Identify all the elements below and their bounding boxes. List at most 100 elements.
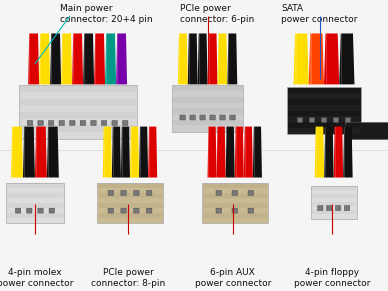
Polygon shape	[131, 127, 132, 178]
FancyBboxPatch shape	[220, 115, 225, 120]
FancyBboxPatch shape	[202, 183, 268, 223]
Text: 4-pin floppy
power connector: 4-pin floppy power connector	[294, 268, 370, 288]
Polygon shape	[254, 127, 255, 178]
Polygon shape	[188, 33, 198, 84]
Polygon shape	[189, 33, 190, 84]
FancyBboxPatch shape	[230, 115, 235, 120]
Polygon shape	[217, 33, 227, 84]
FancyBboxPatch shape	[309, 118, 315, 123]
FancyBboxPatch shape	[121, 190, 126, 196]
FancyBboxPatch shape	[147, 208, 152, 213]
Polygon shape	[179, 33, 180, 84]
Polygon shape	[235, 127, 244, 178]
Polygon shape	[36, 127, 37, 178]
FancyBboxPatch shape	[97, 183, 163, 223]
FancyBboxPatch shape	[297, 118, 303, 123]
Polygon shape	[198, 33, 208, 84]
Polygon shape	[139, 127, 148, 178]
Polygon shape	[121, 127, 130, 178]
Polygon shape	[35, 127, 47, 178]
FancyBboxPatch shape	[335, 205, 341, 211]
Polygon shape	[208, 127, 217, 178]
Polygon shape	[315, 127, 324, 178]
Polygon shape	[122, 127, 123, 178]
FancyBboxPatch shape	[133, 208, 139, 213]
FancyBboxPatch shape	[317, 205, 323, 211]
Polygon shape	[199, 33, 200, 84]
Polygon shape	[29, 33, 30, 84]
Polygon shape	[316, 127, 317, 178]
FancyBboxPatch shape	[147, 190, 152, 196]
FancyBboxPatch shape	[190, 115, 195, 120]
Polygon shape	[253, 127, 262, 178]
FancyBboxPatch shape	[121, 208, 126, 213]
Polygon shape	[334, 127, 343, 178]
Polygon shape	[208, 33, 217, 84]
Polygon shape	[11, 127, 23, 178]
FancyBboxPatch shape	[327, 205, 332, 211]
Polygon shape	[334, 127, 336, 178]
FancyBboxPatch shape	[80, 120, 86, 125]
FancyBboxPatch shape	[287, 87, 361, 134]
Polygon shape	[140, 127, 141, 178]
Polygon shape	[295, 33, 296, 84]
FancyBboxPatch shape	[112, 120, 117, 125]
Polygon shape	[310, 33, 312, 84]
FancyBboxPatch shape	[133, 190, 139, 196]
FancyBboxPatch shape	[38, 208, 43, 213]
Polygon shape	[149, 127, 150, 178]
Polygon shape	[83, 33, 94, 84]
FancyBboxPatch shape	[16, 208, 21, 213]
Polygon shape	[344, 127, 345, 178]
Polygon shape	[309, 33, 324, 84]
Polygon shape	[28, 33, 39, 84]
Text: PCIe power
connector: 6-pin: PCIe power connector: 6-pin	[180, 4, 255, 24]
FancyBboxPatch shape	[216, 208, 222, 213]
Polygon shape	[117, 33, 118, 84]
Polygon shape	[103, 127, 112, 178]
Text: 4-pin molex
power connector: 4-pin molex power connector	[0, 268, 73, 288]
Polygon shape	[51, 33, 52, 84]
Polygon shape	[24, 127, 25, 178]
Polygon shape	[61, 33, 72, 84]
FancyBboxPatch shape	[210, 115, 215, 120]
Polygon shape	[178, 33, 188, 84]
Polygon shape	[50, 33, 61, 84]
Polygon shape	[244, 127, 253, 178]
Polygon shape	[130, 127, 139, 178]
FancyBboxPatch shape	[232, 190, 237, 196]
FancyBboxPatch shape	[172, 85, 243, 132]
Polygon shape	[208, 127, 210, 178]
Polygon shape	[209, 33, 210, 84]
FancyBboxPatch shape	[108, 190, 113, 196]
Polygon shape	[112, 127, 121, 178]
FancyBboxPatch shape	[180, 115, 185, 120]
FancyBboxPatch shape	[6, 183, 64, 223]
FancyBboxPatch shape	[48, 120, 54, 125]
FancyBboxPatch shape	[232, 208, 237, 213]
FancyBboxPatch shape	[59, 120, 64, 125]
FancyBboxPatch shape	[19, 85, 137, 139]
Polygon shape	[106, 33, 107, 84]
FancyBboxPatch shape	[108, 208, 113, 213]
FancyBboxPatch shape	[321, 118, 327, 123]
Polygon shape	[218, 33, 220, 84]
Polygon shape	[341, 33, 342, 84]
Polygon shape	[293, 33, 309, 84]
Polygon shape	[339, 33, 355, 84]
Polygon shape	[343, 127, 353, 178]
Polygon shape	[84, 33, 85, 84]
Polygon shape	[113, 127, 114, 178]
FancyBboxPatch shape	[248, 190, 253, 196]
Polygon shape	[47, 127, 59, 178]
Polygon shape	[62, 33, 63, 84]
Polygon shape	[148, 127, 157, 178]
FancyBboxPatch shape	[123, 120, 128, 125]
FancyBboxPatch shape	[49, 208, 54, 213]
Text: Main power
connector: 20+4 pin: Main power connector: 20+4 pin	[60, 4, 153, 24]
FancyBboxPatch shape	[26, 208, 32, 213]
Polygon shape	[324, 33, 339, 84]
Polygon shape	[40, 33, 42, 84]
Polygon shape	[325, 127, 326, 178]
Polygon shape	[73, 33, 74, 84]
